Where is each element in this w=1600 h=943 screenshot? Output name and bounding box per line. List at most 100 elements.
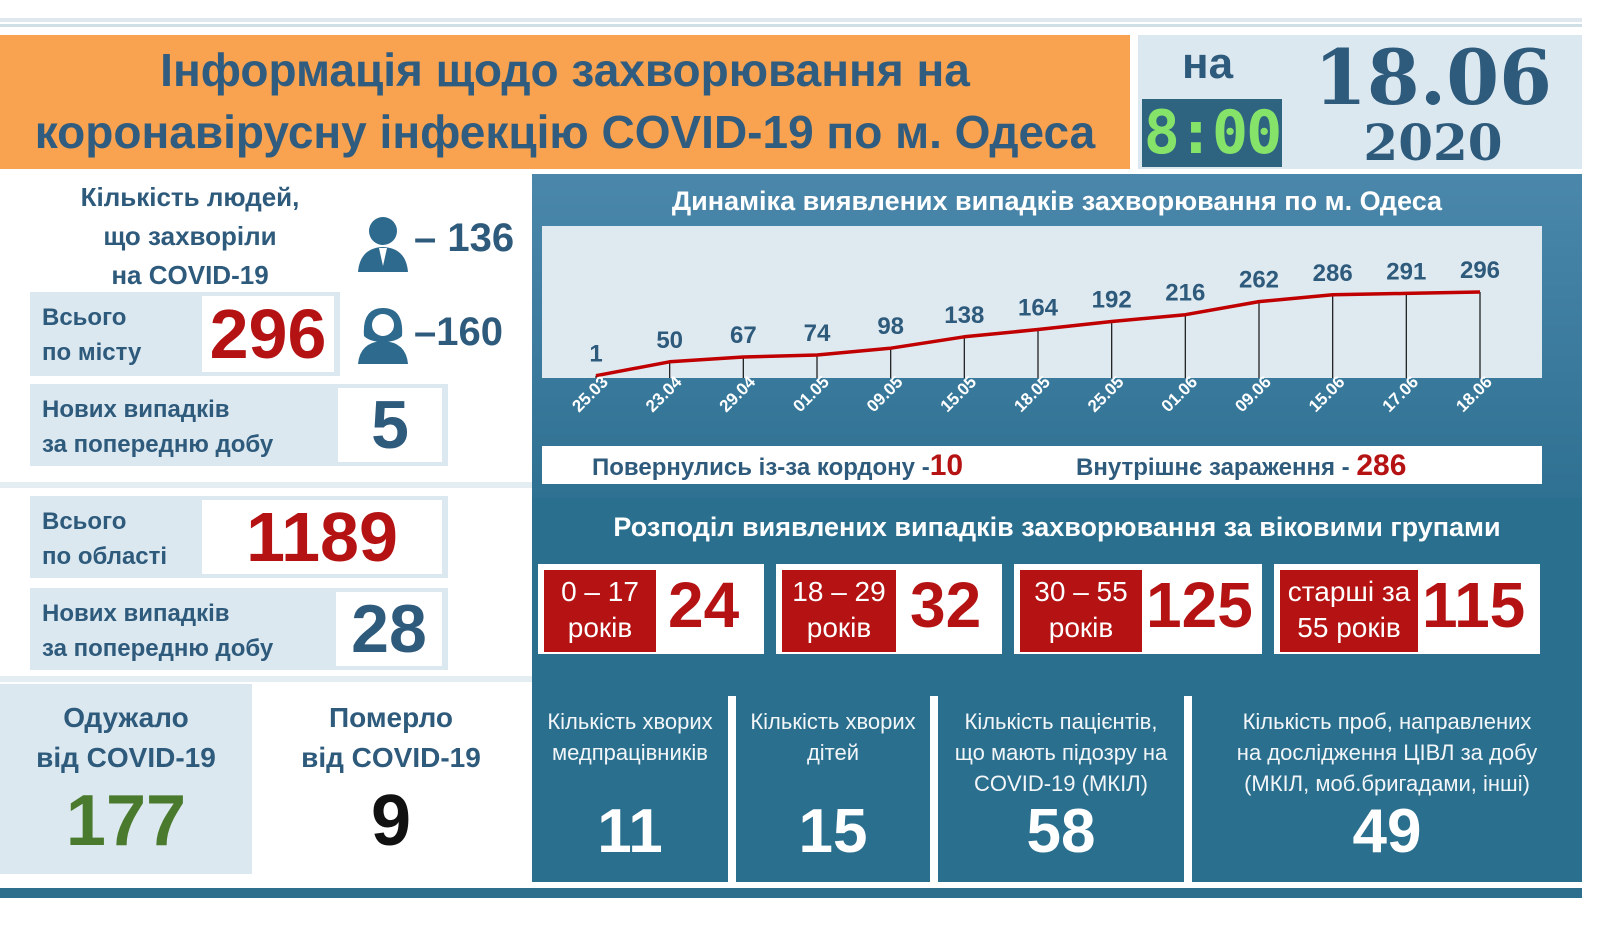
man-icon	[358, 217, 408, 272]
tick-label-5: 15.05	[937, 372, 981, 416]
stat-value-suspected: 58	[1026, 797, 1096, 866]
city-new-box: 5	[338, 388, 442, 462]
age-band-3: старші за 55 років	[1280, 570, 1418, 652]
tick-label-1: 23.04	[642, 372, 686, 416]
tick-label-9: 09.06	[1231, 372, 1275, 416]
stat-value-medics: 11	[597, 797, 663, 866]
region-total-label: Всього по області	[42, 504, 167, 574]
age-value-0: 24	[668, 569, 740, 641]
data-label-12: 296	[1460, 257, 1500, 284]
died-label-line2: від COVID-19	[301, 742, 481, 773]
data-label-1: 50	[656, 327, 683, 354]
stat-caption-suspected-line3: COVID-19 (МКІЛ)	[974, 771, 1148, 796]
age-card-0: 0 – 17 років 24	[538, 564, 764, 654]
city-total-label: Всього по місту	[42, 300, 141, 370]
city-total-label-line2: по місту	[42, 339, 142, 366]
tick-label-6: 18.05	[1010, 372, 1054, 416]
age-band-0: 0 – 17 років	[544, 570, 656, 652]
age-band-1: 18 – 29 років	[782, 570, 896, 652]
top-rule	[0, 18, 1582, 22]
age-band-0-line2: років	[567, 612, 633, 643]
city-total-box: 296	[202, 296, 334, 372]
stat-caption-medics: Кількість хворих медпрацівників	[532, 706, 728, 768]
recovered-label: Одужало від COVID-19	[0, 698, 252, 778]
stat-caption-children-line1: Кількість хворих	[750, 709, 916, 734]
age-card-3: старші за 55 років 115	[1274, 564, 1540, 654]
city-total-value: 296	[209, 295, 327, 373]
people-label: Кількість людей, що захворіли на COVID-1…	[40, 178, 340, 295]
age-card-1: 18 – 29 років 32	[776, 564, 1002, 654]
time-display: 8:00	[1142, 98, 1282, 168]
header-banner: Інформація щодо захворювання на коронаві…	[0, 35, 1130, 169]
age-band-1-line1: 18 – 29	[792, 576, 886, 607]
recovered-value: 177	[65, 781, 187, 861]
region-new-box: 28	[336, 592, 442, 666]
stat-card-suspected: Кількість пацієнтів, що мають підозру на…	[938, 696, 1184, 882]
chart-panel: Динаміка виявлених випадків захворювання…	[532, 174, 1582, 498]
stat-caption-samples-line1: Кількість проб, направлених	[1242, 709, 1532, 734]
age-band-2: 30 – 55 років	[1020, 570, 1142, 652]
date-box: на 8:00 18.06 2020	[1138, 33, 1582, 172]
city-new-panel: Нових випадків за попередню добу 5	[30, 384, 448, 466]
stat-caption-medics-line2: медпрацівників	[552, 740, 708, 765]
series-line	[595, 290, 1481, 378]
stat-caption-suspected-line2: що мають підозру на	[954, 740, 1168, 765]
age-band-3-line2: 55 років	[1297, 612, 1401, 643]
data-label-2: 67	[730, 322, 757, 349]
stat-caption-suspected-line1: Кількість пацієнтів,	[964, 709, 1158, 734]
stat-card-children: Кількість хворих дітей 15	[736, 696, 930, 882]
people-label-line3: на COVID-19	[111, 260, 269, 290]
date-year: 2020	[1363, 113, 1503, 172]
tick-label-3: 01.05	[789, 372, 833, 416]
stat-card-medics: Кількість хворих медпрацівників 11	[532, 696, 728, 882]
city-total-panel: Всього по місту 296	[30, 292, 340, 376]
chart-title: Динаміка виявлених випадків захворювання…	[671, 186, 1443, 216]
region-total-label-line2: по області	[42, 543, 168, 570]
stats-panel: Кількість хворих медпрацівників 11 Кільк…	[532, 696, 1582, 886]
date-day-month: 18.06	[1314, 33, 1552, 122]
tick-label-8: 01.06	[1158, 372, 1202, 416]
region-new-value: 28	[351, 591, 427, 667]
region-total-value: 1189	[246, 498, 398, 576]
age-value-1: 32	[910, 569, 982, 641]
stat-caption-children: Кількість хворих дітей	[736, 706, 930, 768]
stat-caption-samples-line3: (МКІЛ, моб.бригадами, інші)	[1244, 771, 1530, 796]
top-rule-2	[0, 24, 1582, 27]
tick-label-7: 25.05	[1084, 372, 1128, 416]
stat-caption-medics-line1: Кількість хворих	[547, 709, 713, 734]
men-count: – 136	[414, 216, 515, 260]
origin-bar: Повернулись із-за кордону -10 Внутрішнє …	[542, 446, 1542, 484]
internal-value: 286	[1356, 449, 1407, 482]
age-band-0-line1: 0 – 17	[561, 576, 639, 607]
stat-card-samples: Кількість проб, направлених на досліджен…	[1192, 696, 1582, 882]
women-count: –160	[414, 310, 503, 354]
died-label: Померло від COVID-19	[262, 698, 520, 778]
tick-label-11: 17.06	[1379, 372, 1423, 416]
age-value-2: 125	[1146, 569, 1253, 641]
region-new-panel: Нових випадків за попередню добу 28	[30, 588, 448, 670]
region-new-label-line1: Нових випадків	[42, 600, 230, 627]
stat-caption-suspected: Кількість пацієнтів, що мають підозру на…	[938, 706, 1184, 799]
city-total-label-line1: Всього	[42, 304, 127, 331]
data-label-4: 98	[877, 313, 904, 340]
age-band-2-line2: років	[1048, 612, 1114, 643]
tick-label-4: 09.05	[863, 372, 907, 416]
internal-label: Внутрішнє зараження -	[1076, 454, 1350, 481]
divider-2	[0, 676, 532, 682]
city-new-label: Нових випадків за попередню добу	[42, 392, 273, 462]
data-label-11: 291	[1386, 258, 1426, 285]
page-title-line1: Інформація щодо захворювання на	[160, 44, 970, 96]
data-label-8: 216	[1165, 280, 1205, 307]
stat-value-samples: 49	[1352, 797, 1422, 866]
age-panel: Розподіл виявлених випадків захворювання…	[532, 498, 1582, 696]
stat-caption-samples-line2: на дослідження ЦІВЛ за добу	[1236, 740, 1538, 765]
stat-value-children: 15	[798, 797, 868, 866]
data-label-10: 286	[1313, 260, 1353, 287]
woman-icon	[358, 308, 408, 364]
returned-value: 10	[929, 449, 964, 482]
data-label-7: 192	[1092, 287, 1132, 314]
tick-label-0: 25.03	[568, 372, 612, 416]
age-value-3: 115	[1422, 569, 1526, 641]
returned-label: Повернулись із-за кордону -	[592, 454, 930, 481]
region-new-label-line2: за попередню добу	[42, 635, 274, 662]
